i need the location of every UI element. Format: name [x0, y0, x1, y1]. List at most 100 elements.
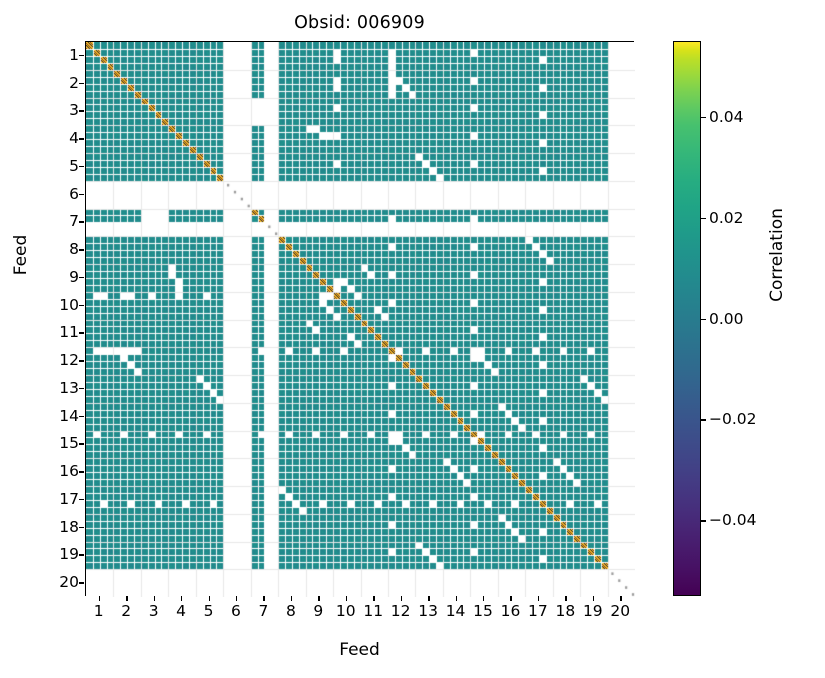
colorbar-tick-mark: [701, 116, 706, 119]
x-tick-mark: [510, 596, 512, 601]
colorbar-tick-labels: 0.04 0.02 0.00 −0.02 −0.04: [673, 41, 823, 596]
x-tick-mark: [98, 596, 101, 601]
colorbar-tick-label: 0.04: [709, 107, 744, 126]
y-tick-label-4: 4: [69, 129, 79, 148]
y-tick-label-15: 15: [59, 434, 79, 453]
x-tick-label-6: 6: [231, 602, 241, 620]
y-tick-label-10: 10: [59, 295, 79, 314]
x-tick-mark: [181, 596, 183, 601]
x-tick-label-7: 7: [258, 602, 269, 620]
x-tick-mark: [400, 596, 403, 601]
y-tick-mark: [79, 221, 84, 223]
y-tick-mark: [79, 54, 84, 57]
colorbar-gradient: [673, 41, 701, 596]
y-tick-label-6: 6: [69, 184, 79, 203]
y-tick-label-7: 7: [69, 212, 79, 231]
y-tick-mark: [79, 387, 84, 390]
x-tick-mark: [428, 596, 430, 601]
y-tick-label-8: 8: [69, 240, 79, 259]
x-tick-mark: [592, 596, 595, 601]
y-tick-mark: [79, 498, 84, 501]
x-tick-label-3: 3: [148, 602, 159, 620]
colorbar-tick-mark: [701, 419, 706, 421]
colorbar-label: Correlation: [767, 208, 787, 302]
x-tick-mark: [565, 596, 567, 601]
x-tick-mark: [126, 596, 128, 601]
y-tick-mark: [79, 110, 84, 112]
x-tick-mark: [345, 596, 348, 601]
x-tick-label-19: 19: [582, 602, 603, 620]
y-tick-label-1: 1: [69, 45, 79, 64]
y-tick-mark: [79, 360, 84, 362]
y-tick-mark: [79, 526, 84, 529]
x-tick-label-17: 17: [528, 602, 548, 620]
x-tick-mark: [208, 596, 210, 601]
y-tick-mark: [79, 82, 84, 85]
x-tick-label-15: 15: [473, 602, 493, 620]
x-tick-label-2: 2: [121, 602, 132, 620]
y-tick-mark: [79, 193, 84, 196]
colorbar-tick-label: 0.00: [709, 309, 744, 328]
x-tick-label-4: 4: [176, 602, 186, 620]
y-tick-mark: [79, 471, 84, 473]
heatmap-axes: [85, 41, 635, 597]
y-tick-label-12: 12: [59, 351, 79, 370]
x-tick-label-1: 1: [93, 602, 104, 620]
x-tick-label-14: 14: [445, 602, 466, 620]
x-tick-label-11: 11: [363, 602, 384, 620]
x-tick-label-18: 18: [555, 602, 576, 620]
y-tick-label-5: 5: [69, 156, 79, 175]
y-tick-mark: [79, 554, 84, 556]
colorbar-tick-label: 0.02: [709, 208, 744, 227]
y-tick-mark: [79, 443, 84, 445]
x-tick-mark: [235, 596, 238, 601]
x-tick-mark: [373, 596, 375, 601]
colorbar-tick-mark: [701, 520, 706, 522]
x-tick-mark: [620, 596, 622, 601]
y-tick-mark: [79, 415, 84, 418]
y-axis-label: Feed: [11, 234, 31, 276]
x-tick-label-16: 16: [500, 602, 521, 620]
x-axis-tick-labels: 1 2 3 4 5 6 7 8 9 10 11 12 13 14 15 16 17 18 19 20: [85, 602, 634, 624]
y-tick-mark: [79, 582, 84, 584]
y-tick-mark: [79, 138, 84, 140]
y-tick-label-13: 13: [59, 378, 79, 397]
x-tick-mark: [483, 596, 485, 601]
x-tick-mark: [455, 596, 457, 601]
x-tick-label-12: 12: [390, 602, 411, 620]
y-tick-mark: [79, 304, 84, 307]
y-tick-label-17: 17: [59, 489, 79, 508]
y-tick-mark: [79, 165, 84, 168]
x-axis-label: Feed: [339, 640, 380, 660]
y-tick-label-2: 2: [69, 73, 79, 92]
x-tick-label-5: 5: [203, 602, 214, 620]
y-tick-label-9: 9: [69, 267, 79, 286]
x-tick-label-10: 10: [335, 602, 356, 620]
x-tick-label-13: 13: [418, 602, 438, 620]
y-tick-mark: [79, 332, 84, 334]
correlation-heatmap: [86, 42, 635, 597]
colorbar-tick-label: −0.04: [709, 511, 757, 530]
colorbar-tick-mark: [701, 318, 706, 320]
y-axis-tick-labels: 1 2 3 4 5 6 7 8 9 10 11 12 13 14 15 16 17 18 19 20: [38, 41, 79, 596]
page-title: Obsid: 006909: [294, 13, 425, 33]
y-tick-label-19: 19: [59, 545, 79, 564]
y-tick-mark: [79, 249, 84, 251]
x-tick-label-9: 9: [313, 602, 324, 620]
colorbar-tick-label: −0.02: [709, 410, 757, 429]
x-tick-mark: [290, 596, 293, 601]
y-tick-label-20: 20: [59, 573, 79, 592]
x-tick-mark: [263, 596, 265, 601]
x-tick-label-20: 20: [610, 602, 631, 620]
x-tick-mark: [537, 596, 540, 601]
x-tick-mark: [318, 596, 320, 601]
colorbar-tick-mark: [701, 217, 706, 219]
y-tick-label-11: 11: [59, 323, 79, 342]
y-tick-label-14: 14: [59, 406, 79, 425]
x-tick-mark: [153, 596, 156, 601]
y-tick-label-16: 16: [59, 462, 79, 481]
y-tick-mark: [79, 276, 84, 279]
y-tick-label-18: 18: [59, 517, 79, 536]
x-tick-label-8: 8: [285, 602, 296, 620]
